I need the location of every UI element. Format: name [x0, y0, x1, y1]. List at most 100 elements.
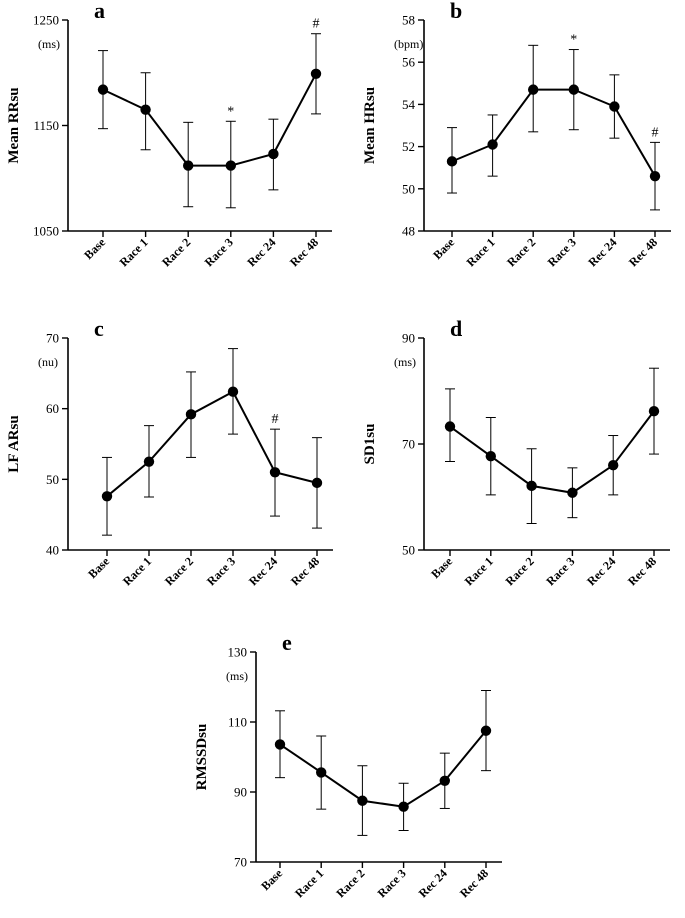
data-point — [649, 170, 661, 182]
x-tick-label: Rec 24 — [244, 235, 278, 269]
chart-panel-d: 50 70 90 Base Race 1 Race 2 Race 3 Rec 24 Rec 48… — [362, 316, 670, 588]
unit-label: (ms) — [226, 669, 248, 683]
data-point — [269, 467, 281, 478]
y-axis-label: Mean RRsu — [6, 87, 22, 163]
data-point — [526, 480, 537, 492]
x-tick-label: Race 3 — [204, 554, 238, 588]
x-tick-label: Race 3 — [202, 235, 236, 269]
series-line — [279, 730, 487, 808]
unit-label: (ms) — [38, 37, 60, 51]
data-point — [183, 160, 194, 171]
x-tick-label: Race 2 — [162, 554, 196, 588]
x-tick-label: Rec 24 — [584, 554, 618, 588]
y-tick-label: 70 — [402, 437, 415, 452]
significance-marker: # — [313, 17, 320, 32]
chart-panel-a: 1050 1150 1250 Base Race 1 Race 2 Race 3 Rec 24… — [6, 0, 332, 269]
x-tick-label: Rec 48 — [626, 235, 660, 269]
data-point — [485, 450, 496, 462]
data-point — [398, 801, 409, 812]
chart-panel-c: 40 50 60 70 Base Race 1 Race 2 Race 3 Rec 24 Rec … — [6, 316, 333, 588]
y-tick-label: 130 — [228, 645, 248, 660]
x-tick-label: Rec 24 — [246, 554, 280, 588]
series-line — [451, 88, 656, 177]
y-tick-label: 52 — [402, 139, 415, 154]
x-tick-label: Race 3 — [375, 866, 409, 900]
data-point — [185, 409, 197, 420]
unit-label: (bpm) — [394, 37, 423, 51]
y-tick-label: 50 — [46, 472, 59, 487]
y-tick-label: 60 — [46, 401, 59, 416]
chart-panel-b: 48 50 52 54 56 58 Base Race 1 Race 2 Race 3 Rec 24… — [362, 0, 671, 269]
data-point — [444, 421, 456, 432]
data-point — [97, 84, 109, 95]
panel-letter: c — [94, 316, 104, 341]
x-tick-label: Rec 48 — [625, 554, 659, 588]
x-tick-label: Base — [428, 554, 455, 581]
panel-letter: a — [94, 0, 105, 23]
data-point — [567, 487, 578, 498]
y-tick-label: 50 — [402, 543, 415, 558]
y-tick-label: 110 — [228, 715, 247, 730]
data-point — [357, 795, 368, 806]
y-axis-label: SD1su — [362, 424, 378, 465]
y-tick-label: 70 — [46, 331, 59, 346]
x-tick-label: Race 1 — [292, 866, 326, 900]
x-tick-label: Rec 24 — [416, 866, 450, 900]
chart-panel-e: 70 90 110 130 Base Race 1 Race 2 Race 3 Rec 24 Re… — [194, 630, 502, 900]
data-point — [528, 84, 539, 95]
panel-letter: b — [450, 0, 462, 23]
significance-marker: # — [272, 412, 279, 427]
y-tick-label: 1050 — [33, 224, 59, 239]
x-tick-label: Race 2 — [159, 235, 193, 269]
y-tick-label: 58 — [402, 13, 415, 28]
series-line — [102, 73, 317, 167]
data-point — [143, 456, 155, 467]
y-tick-label: 40 — [46, 543, 59, 558]
x-tick-label: Base — [81, 235, 108, 262]
x-tick-label: Race 1 — [120, 554, 154, 588]
panel-letter: d — [450, 316, 462, 341]
data-point — [609, 101, 620, 112]
x-tick-label: Rec 24 — [585, 235, 619, 269]
unit-label: (ms) — [394, 355, 416, 369]
x-tick-label: Race 1 — [117, 235, 151, 269]
data-point — [608, 460, 619, 471]
data-point — [274, 739, 286, 750]
x-tick-label: Base — [258, 866, 285, 893]
y-tick-label: 1250 — [33, 13, 59, 28]
x-tick-label: Rec 48 — [457, 866, 491, 900]
data-point — [648, 405, 660, 417]
y-tick-label: 56 — [402, 55, 416, 70]
x-tick-label: Race 2 — [504, 235, 538, 269]
data-point — [310, 68, 322, 80]
data-point — [439, 775, 450, 786]
y-axis-label: Mean HRsu — [362, 87, 378, 164]
data-point — [446, 156, 458, 167]
x-tick-label: Race 2 — [503, 554, 537, 588]
data-point — [225, 160, 236, 171]
data-point — [140, 104, 151, 115]
x-tick-label: Race 1 — [462, 554, 496, 588]
y-tick-label: 54 — [402, 97, 416, 112]
x-tick-label: Rec 48 — [287, 235, 321, 269]
data-point — [101, 491, 113, 502]
unit-label: (nu) — [38, 355, 58, 369]
x-tick-label: Race 2 — [333, 866, 367, 900]
y-tick-label: 50 — [402, 181, 415, 196]
x-tick-label: Race 1 — [464, 235, 498, 269]
x-tick-label: Base — [430, 235, 457, 262]
significance-marker: # — [652, 125, 659, 140]
x-tick-label: Rec 48 — [288, 554, 322, 588]
y-tick-label: 48 — [402, 224, 415, 239]
data-point — [227, 386, 239, 397]
x-tick-label: Race 3 — [545, 235, 579, 269]
data-point — [568, 84, 579, 95]
data-point — [487, 139, 498, 150]
y-tick-label: 90 — [234, 785, 247, 800]
y-axis-label: RMSSDsu — [194, 724, 210, 791]
data-point — [311, 477, 323, 489]
x-tick-label: Race 3 — [543, 554, 577, 588]
significance-marker: * — [570, 33, 577, 48]
data-point — [480, 725, 492, 736]
